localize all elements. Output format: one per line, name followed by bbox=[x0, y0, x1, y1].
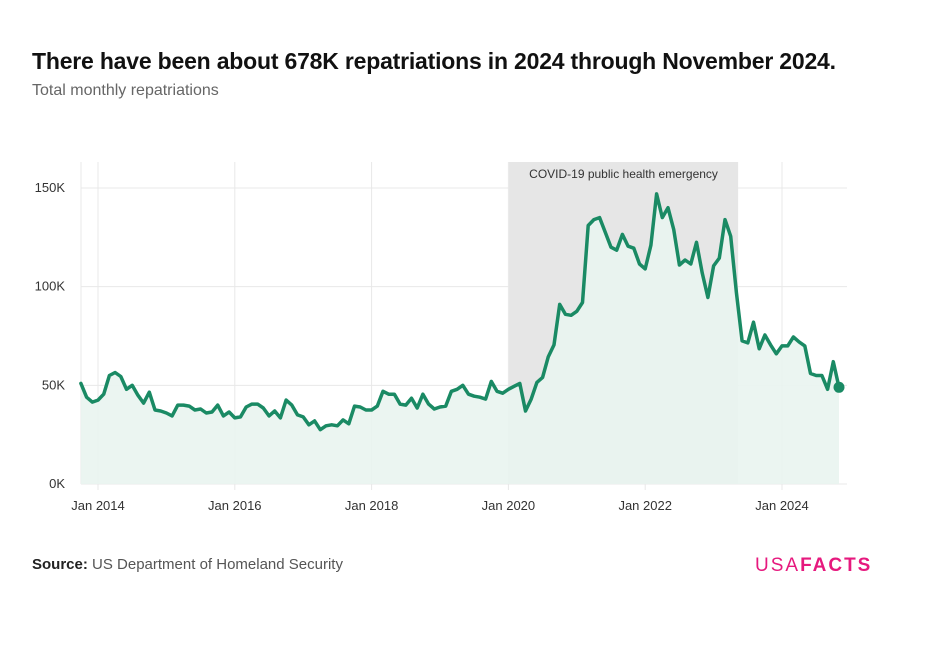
y-tick-label: 150K bbox=[35, 180, 66, 195]
x-tick-label: Jan 2016 bbox=[208, 498, 262, 513]
usafacts-logo: USAFACTS bbox=[755, 555, 872, 577]
series-line bbox=[79, 192, 841, 432]
source-text: US Department of Homeland Security bbox=[92, 556, 343, 573]
x-tick-label: Jan 2022 bbox=[618, 498, 672, 513]
source-label: Source: bbox=[32, 556, 88, 573]
line-layer bbox=[79, 192, 845, 432]
covid-band-label: COVID-19 public health emergency bbox=[529, 167, 718, 181]
y-tick-label: 100K bbox=[35, 279, 66, 294]
tick-label-layer: 0K 50K 100K 150K Jan 2014 Jan 2016 Jan 2018 Jan… bbox=[35, 180, 809, 513]
logo-facts: FACTS bbox=[800, 555, 873, 576]
chart-subtitle: Total monthly repatriations bbox=[32, 82, 219, 99]
x-tick-label: Jan 2018 bbox=[345, 498, 399, 513]
last-point-marker bbox=[833, 381, 845, 393]
y-tick-label: 50K bbox=[42, 377, 65, 392]
chart-title: There have been about 678K repatriations… bbox=[32, 48, 836, 74]
y-tick-label: 0K bbox=[49, 476, 65, 491]
area-layer bbox=[80, 193, 839, 484]
x-tick-label: Jan 2020 bbox=[482, 498, 536, 513]
x-tick-label: Jan 2024 bbox=[755, 498, 809, 513]
logo-usa: USA bbox=[755, 555, 801, 576]
source-note: Source: US Department of Homeland Securi… bbox=[32, 556, 343, 573]
series-area bbox=[80, 193, 839, 484]
x-tick-label: Jan 2014 bbox=[71, 498, 125, 513]
